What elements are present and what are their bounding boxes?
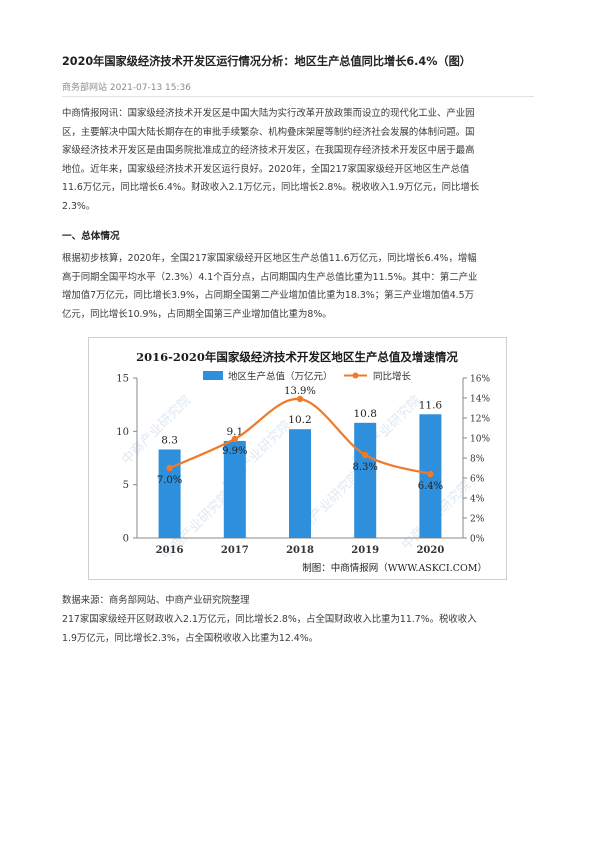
growth-point	[231, 435, 238, 443]
growth-value-label: 6.4%	[418, 481, 443, 492]
intro-line: 家级经济技术开发区是由国务院批准成立的经济技术开发区，在我国现存经济技术开发区中…	[62, 145, 475, 157]
growth-point	[296, 395, 304, 403]
line-series: 7.0% 9.9% 13.9% 8.3% 6.4%	[157, 386, 443, 492]
chart-title: 2016-2020年国家级经济技术开发区地区生产总值及增速情况	[136, 350, 458, 364]
fiscal-line: 1.9万亿元，同比增长2.3%，占全国税收收入比重为12.4%。	[62, 632, 319, 644]
chart-legend: 地区生产总值（万亿元） 同比增长	[203, 371, 412, 383]
source-site: 商务部网站	[62, 83, 108, 93]
x-tick-label: 2020	[416, 545, 444, 556]
data-source-note: 数据来源：商务部网站、中商产业研究院整理	[62, 595, 250, 606]
right-tick-label: 0%	[470, 535, 485, 545]
watermark-text: 中商产业研究院	[119, 393, 194, 468]
overview-line: 增加值7万亿元，同比增长3.9%，占同期全国第二产业增加值比重为18.3%；第三…	[62, 290, 474, 302]
right-tick-label: 2%	[470, 515, 485, 525]
article-meta: 商务部网站 2021-07-13 15:36	[62, 80, 191, 93]
growth-point	[362, 451, 369, 459]
bar	[354, 422, 377, 538]
article-title: 2020年国家级经济技术开发区运行情况分析：地区生产总值同比增长6.4%（图）	[62, 55, 471, 68]
left-tick-label: 5	[123, 480, 129, 491]
bar	[223, 440, 246, 538]
growth-point	[427, 470, 434, 478]
left-tick-label: 0	[123, 534, 129, 545]
bar	[158, 449, 181, 538]
growth-value-label: 13.9%	[284, 386, 316, 397]
right-tick-label: 16%	[470, 375, 490, 385]
bar	[289, 429, 311, 538]
right-tick-label: 6%	[470, 475, 485, 485]
fiscal-line: 217家国家级经开区财政收入2.1万亿元，同比增长2.8%，占全国财政收入比重为…	[62, 614, 477, 625]
bar-value-label: 8.3	[161, 434, 178, 446]
chart-frame: 中商产业研究院中商产业研究院中商产业研究院中商产业研究院中商产业研究院中商产业研…	[88, 337, 507, 580]
growth-value-label: 9.9%	[222, 446, 247, 457]
growth-value-label: 8.3%	[352, 462, 377, 473]
right-tick-label: 4%	[470, 495, 485, 505]
bar-value-label: 11.6	[419, 399, 443, 411]
gdp-growth-chart: 中商产业研究院中商产业研究院中商产业研究院中商产业研究院中商产业研究院中商产业研…	[116, 350, 490, 574]
x-tick-label: 2019	[351, 545, 379, 556]
bar-value-label: 10.2	[288, 414, 311, 426]
section-heading: 一、总体情况	[62, 231, 120, 242]
overview-line: 高于同期全国平均水平（2.3%）4.1个百分点，占同期国内生产总值比重为11.5…	[62, 271, 478, 283]
right-tick-label: 14%	[470, 395, 490, 405]
intro-line: 中商情报网讯：国家级经济技术开发区是中国大陆为实行改革开放政策而设立的现代化工业…	[62, 108, 475, 119]
legend-line-marker	[352, 372, 359, 379]
x-tick-label: 2018	[286, 545, 314, 556]
chart-credit: 制图：中商情报网（WWW.ASKCI.COM）	[302, 562, 487, 574]
bar-value-label: 10.8	[354, 408, 377, 420]
growth-value-label: 7.0%	[157, 475, 182, 486]
right-tick-label: 12%	[470, 415, 490, 425]
x-tick-label: 2016	[156, 545, 184, 556]
intro-line: 区，主要解决中国大陆长期存在的审批手续繁杂、机构叠床架屋等制约经济社会发展的体制…	[62, 126, 475, 138]
legend-bar-label: 地区生产总值（万亿元）	[228, 371, 333, 383]
intro-line: 2.3%。	[62, 200, 96, 212]
x-tick-label: 2017	[221, 545, 249, 556]
left-tick-label: 10	[116, 427, 129, 438]
bar-value-label: 9.1	[226, 426, 243, 438]
legend-line-label: 同比增长	[373, 371, 412, 383]
overview-paragraph: 根据初步核算，2020年，全国217家国家级经开区地区生产总值11.6万亿元，同…	[62, 250, 534, 324]
title-divider	[62, 96, 534, 97]
overview-line: 根据初步核算，2020年，全国217家国家级经开区地区生产总值11.6万亿元，同…	[62, 253, 477, 264]
overview-line: 亿元，同比增长10.9%，占同期全国第三产业增加值比重为8%。	[62, 308, 332, 320]
intro-line: 11.6万亿元，同比增长6.4%。财政收入2.1万亿元，同比增长2.8%。税收收…	[62, 182, 480, 194]
intro-paragraph: 中商情报网讯：国家级经济技术开发区是中国大陆为实行改革开放政策而设立的现代化工业…	[62, 105, 534, 217]
right-tick-label: 10%	[470, 435, 490, 445]
intro-line: 地位。近年来，国家级经济技术开发区运行良好。2020年，全国217家国家级经开区…	[62, 163, 470, 175]
publish-datetime: 2021-07-13 15:36	[109, 83, 191, 93]
fiscal-paragraph: 217家国家级经开区财政收入2.1万亿元，同比增长2.8%，占全国财政收入比重为…	[62, 611, 534, 648]
left-tick-label: 15	[116, 374, 129, 385]
legend-bar-swatch	[203, 371, 223, 380]
growth-point	[166, 464, 173, 472]
right-tick-label: 8%	[470, 455, 485, 465]
